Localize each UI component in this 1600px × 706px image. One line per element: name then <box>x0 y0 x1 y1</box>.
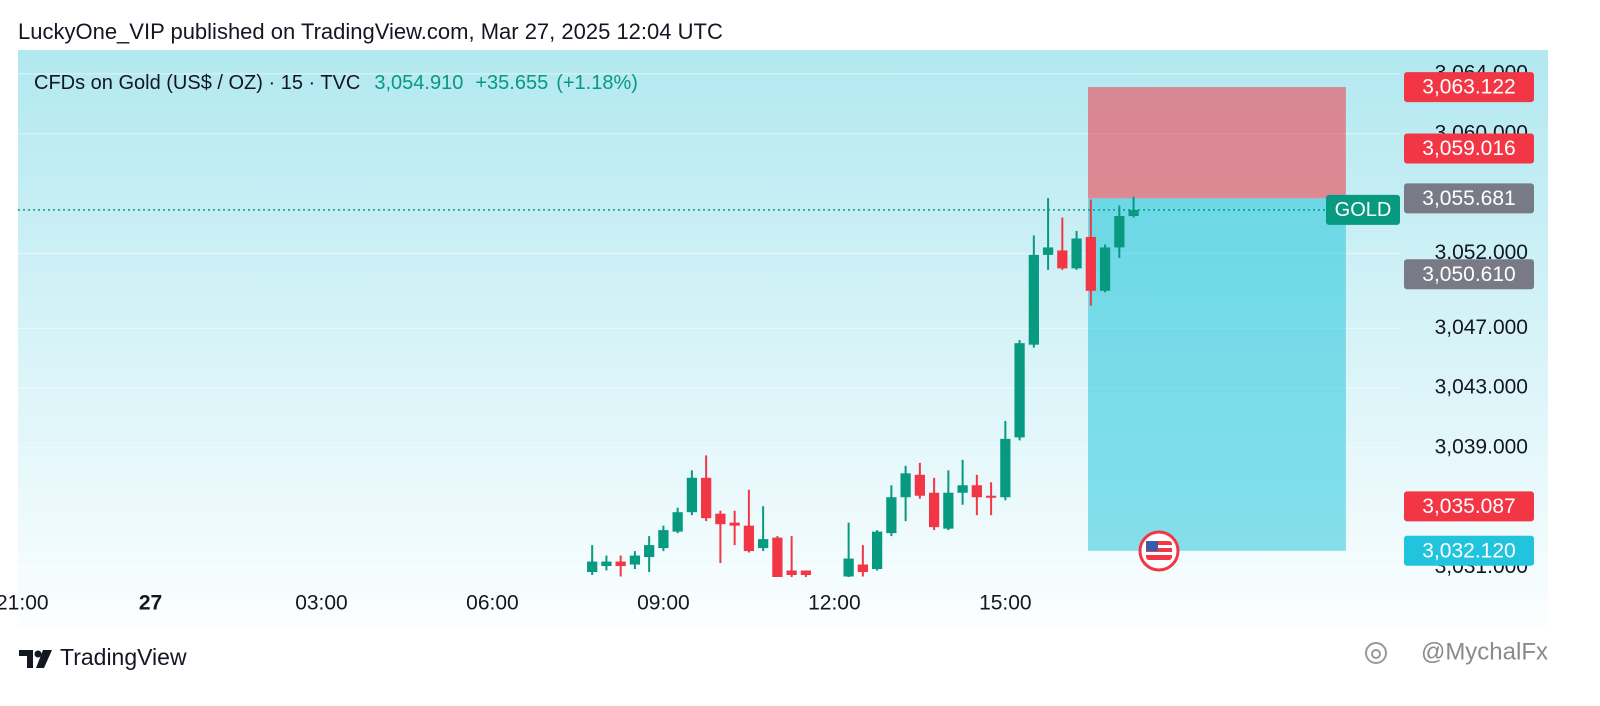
candle-body <box>587 561 598 573</box>
candle-body <box>928 492 940 528</box>
price-label-box <box>1404 491 1534 522</box>
candle-body <box>1071 238 1082 269</box>
plot <box>587 87 1346 577</box>
caption: LuckyOne_VIP published on TradingView.co… <box>18 19 723 44</box>
y-tick-label: 3,039.000 <box>1435 435 1528 458</box>
candle-body <box>1128 209 1139 217</box>
price-label-box <box>1404 535 1534 566</box>
header: CFDs on Gold (US$ / OZ) · 15 · TVC 3,054.… <box>34 72 638 94</box>
event-flag <box>1138 530 1180 572</box>
x-tick-label: 03:00 <box>295 592 348 615</box>
price-label: 3,050.610 <box>1422 263 1515 286</box>
candle-body <box>900 473 911 498</box>
candle-body <box>1085 236 1096 291</box>
candle-body <box>758 539 769 549</box>
candle-body <box>943 492 954 529</box>
price-label-box <box>1404 72 1534 103</box>
x-tick-label: 21:00 <box>0 592 49 615</box>
symbol-tag-box <box>1326 194 1400 225</box>
x-tick-label: 09:00 <box>637 592 690 615</box>
stop-zone <box>1087 87 1346 199</box>
price-label: 3,035.087 <box>1422 495 1515 518</box>
candle-body <box>857 564 869 573</box>
candle-body <box>729 522 740 526</box>
price-label-box <box>1404 133 1534 164</box>
candle-body <box>601 561 612 567</box>
candle-body <box>644 545 655 558</box>
symbol-tag: GOLD <box>1335 199 1392 221</box>
watermark: @MychalFx <box>1421 638 1548 665</box>
candle-body <box>800 570 812 576</box>
candle-body <box>1014 343 1025 438</box>
last-price: 3,054.910 <box>374 72 463 94</box>
price-label-box <box>1404 259 1534 290</box>
candle-body <box>886 497 897 534</box>
candle-body <box>686 477 698 513</box>
symbol-title: CFDs on Gold (US$ / OZ) · 15 · TVC <box>34 72 360 94</box>
candle-body <box>957 485 968 493</box>
overlay: 3,031.0003,039.0003,043.0003,047.0003,05… <box>0 61 1534 615</box>
candle-body <box>658 530 669 549</box>
candle-body <box>871 531 883 570</box>
brand-logo <box>19 650 52 668</box>
candle-body <box>914 474 925 496</box>
y-tick-label: 3,052.000 <box>1435 241 1528 264</box>
candle-body <box>629 555 641 565</box>
candle-body <box>701 477 712 519</box>
candle-body <box>1042 247 1054 255</box>
x-tick-label: 12:00 <box>808 592 861 615</box>
price-label: 3,055.681 <box>1422 187 1515 210</box>
candle-body <box>672 512 683 532</box>
y-tick-label: 3,047.000 <box>1435 316 1528 339</box>
candle-body <box>1114 216 1125 248</box>
candle-body <box>1028 254 1039 345</box>
candle-body <box>1000 438 1011 498</box>
price-label-box <box>1404 183 1534 214</box>
x-tick-label: 27 <box>139 592 162 615</box>
candle-body <box>715 513 726 525</box>
price-label: 3,063.122 <box>1422 76 1515 99</box>
change: +35.655 <box>475 72 548 94</box>
change-pct: (+1.18%) <box>556 72 638 94</box>
candle-body <box>772 537 783 577</box>
candle-body <box>1057 250 1068 269</box>
candle-body <box>743 525 755 552</box>
brand: TradingView <box>60 644 187 670</box>
x-tick-label: 15:00 <box>979 592 1032 615</box>
y-tick-label: 3,043.000 <box>1435 376 1528 399</box>
candle-body <box>615 561 626 567</box>
candle-body <box>985 495 997 498</box>
watermark-icon <box>1365 642 1387 664</box>
candle-body <box>786 570 797 576</box>
candle-body <box>971 485 982 498</box>
price-label: 3,032.120 <box>1422 539 1515 562</box>
target-zone <box>1087 198 1346 551</box>
x-tick-label: 06:00 <box>466 592 519 615</box>
candle-body <box>1099 247 1111 291</box>
candle-body <box>843 558 854 577</box>
price-label: 3,059.016 <box>1422 137 1515 160</box>
